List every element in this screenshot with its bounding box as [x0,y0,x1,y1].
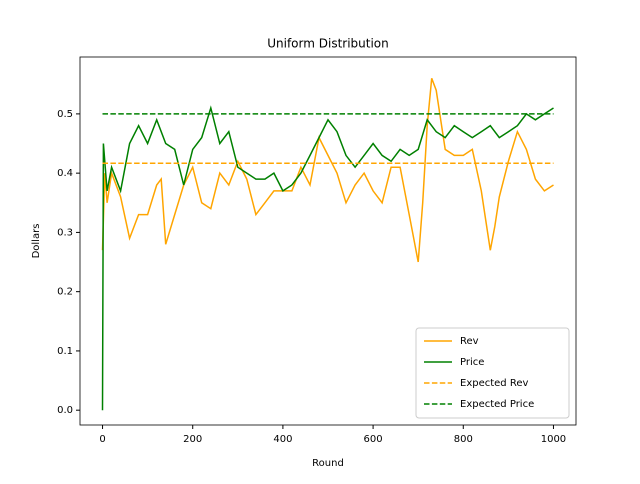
x-tick-label: 600 [364,434,383,445]
legend-label: Expected Price [460,399,534,410]
legend-label: Rev [460,336,479,347]
chart-title: Uniform Distribution [267,37,389,51]
x-tick-label: 400 [273,434,292,445]
series-line [101,105,554,411]
x-tick-label: 0 [99,434,105,445]
y-tick-label: 0.4 [57,168,73,179]
series-line [101,78,554,263]
y-tick-label: 0.0 [57,405,73,416]
y-tick-label: 0.3 [57,227,73,238]
y-tick-label: 0.1 [57,346,73,357]
y-axis-label: Dollars [31,224,42,259]
legend-label: Price [460,357,484,368]
x-tick-label: 800 [454,434,473,445]
x-tick-label: 1000 [541,434,566,445]
y-tick-label: 0.2 [57,287,73,298]
x-tick-label: 200 [183,434,202,445]
legend-box [415,327,570,419]
plot-frame [79,56,577,426]
legend-label: Expected Rev [460,378,528,389]
x-axis-label: Round [312,458,344,469]
y-tick-label: 0.5 [57,109,73,120]
